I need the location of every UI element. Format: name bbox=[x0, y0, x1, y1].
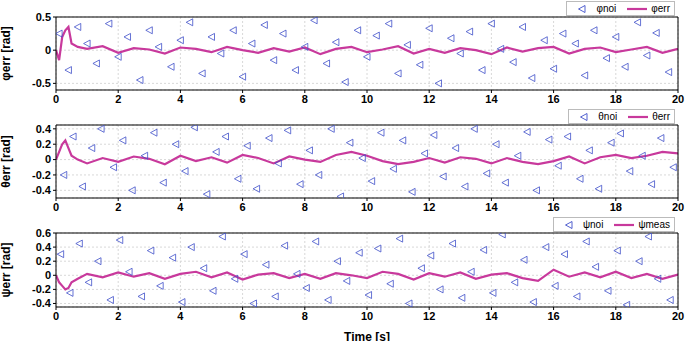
svg-text:0.4: 0.4 bbox=[36, 241, 52, 253]
html-text:φerr: φerr bbox=[651, 3, 670, 14]
svg-text:θerr [rad]: θerr [rad] bbox=[8, 135, 13, 188]
svg-text:0.2: 0.2 bbox=[36, 138, 51, 150]
html-text:ψmeas: ψmeas bbox=[638, 219, 670, 230]
svg-text:2: 2 bbox=[115, 93, 121, 105]
svg-text:-0.4: -0.4 bbox=[32, 184, 52, 196]
svg-text:8: 8 bbox=[302, 201, 308, 213]
svg-text:φerr [rad]: φerr [rad] bbox=[8, 26, 13, 81]
svg-text:14: 14 bbox=[485, 201, 498, 213]
svg-text:12: 12 bbox=[423, 201, 435, 213]
svg-text:8: 8 bbox=[302, 310, 308, 322]
svg-text:4: 4 bbox=[177, 201, 184, 213]
svg-text:18: 18 bbox=[610, 201, 622, 213]
svg-text:16: 16 bbox=[547, 93, 559, 105]
svg-text:16: 16 bbox=[547, 201, 559, 213]
svg-text:14: 14 bbox=[485, 93, 498, 105]
svg-text:0.5: 0.5 bbox=[36, 11, 51, 23]
svg-text:6: 6 bbox=[240, 310, 246, 322]
svg-text:0: 0 bbox=[53, 310, 59, 322]
svg-text:2: 2 bbox=[115, 201, 121, 213]
svg-text:0: 0 bbox=[45, 44, 51, 56]
svg-text:14: 14 bbox=[485, 310, 498, 322]
svg-text:0.2: 0.2 bbox=[36, 255, 51, 267]
svg-text:10: 10 bbox=[361, 201, 373, 213]
svg-text:0: 0 bbox=[45, 153, 51, 165]
svg-text:18: 18 bbox=[610, 310, 622, 322]
svg-text:-0.2: -0.2 bbox=[32, 283, 51, 295]
svg-text:20: 20 bbox=[672, 201, 677, 213]
svg-text:0.4: 0.4 bbox=[36, 123, 52, 135]
svg-text:20: 20 bbox=[672, 310, 677, 322]
svg-text:0: 0 bbox=[45, 269, 51, 281]
svg-text:Time [s]: Time [s] bbox=[344, 330, 390, 341]
svg-text:12: 12 bbox=[423, 93, 435, 105]
svg-text:0: 0 bbox=[53, 93, 59, 105]
svg-text:ψerr [rad]: ψerr [rad] bbox=[8, 242, 13, 297]
html-text:ψnoi: ψnoi bbox=[582, 219, 604, 230]
html-text:θnoi: θnoi bbox=[598, 111, 618, 122]
svg-text:12: 12 bbox=[423, 310, 435, 322]
svg-text:0.6: 0.6 bbox=[36, 227, 51, 239]
svg-text:10: 10 bbox=[361, 310, 373, 322]
svg-text:4: 4 bbox=[177, 310, 184, 322]
svg-text:-0.2: -0.2 bbox=[32, 169, 51, 181]
svg-text:6: 6 bbox=[240, 201, 246, 213]
svg-text:20: 20 bbox=[672, 93, 677, 105]
svg-text:8: 8 bbox=[302, 93, 308, 105]
svg-text:10: 10 bbox=[361, 93, 373, 105]
svg-text:-0.5: -0.5 bbox=[32, 77, 51, 89]
svg-text:16: 16 bbox=[547, 310, 559, 322]
html-text:φnoi: φnoi bbox=[596, 3, 617, 14]
svg-text:0: 0 bbox=[53, 201, 59, 213]
html-text:θerr: θerr bbox=[652, 111, 670, 122]
svg-text:4: 4 bbox=[177, 93, 184, 105]
svg-text:2: 2 bbox=[115, 310, 121, 322]
svg-text:-0.4: -0.4 bbox=[32, 297, 52, 309]
svg-text:18: 18 bbox=[610, 93, 622, 105]
svg-text:6: 6 bbox=[240, 93, 246, 105]
